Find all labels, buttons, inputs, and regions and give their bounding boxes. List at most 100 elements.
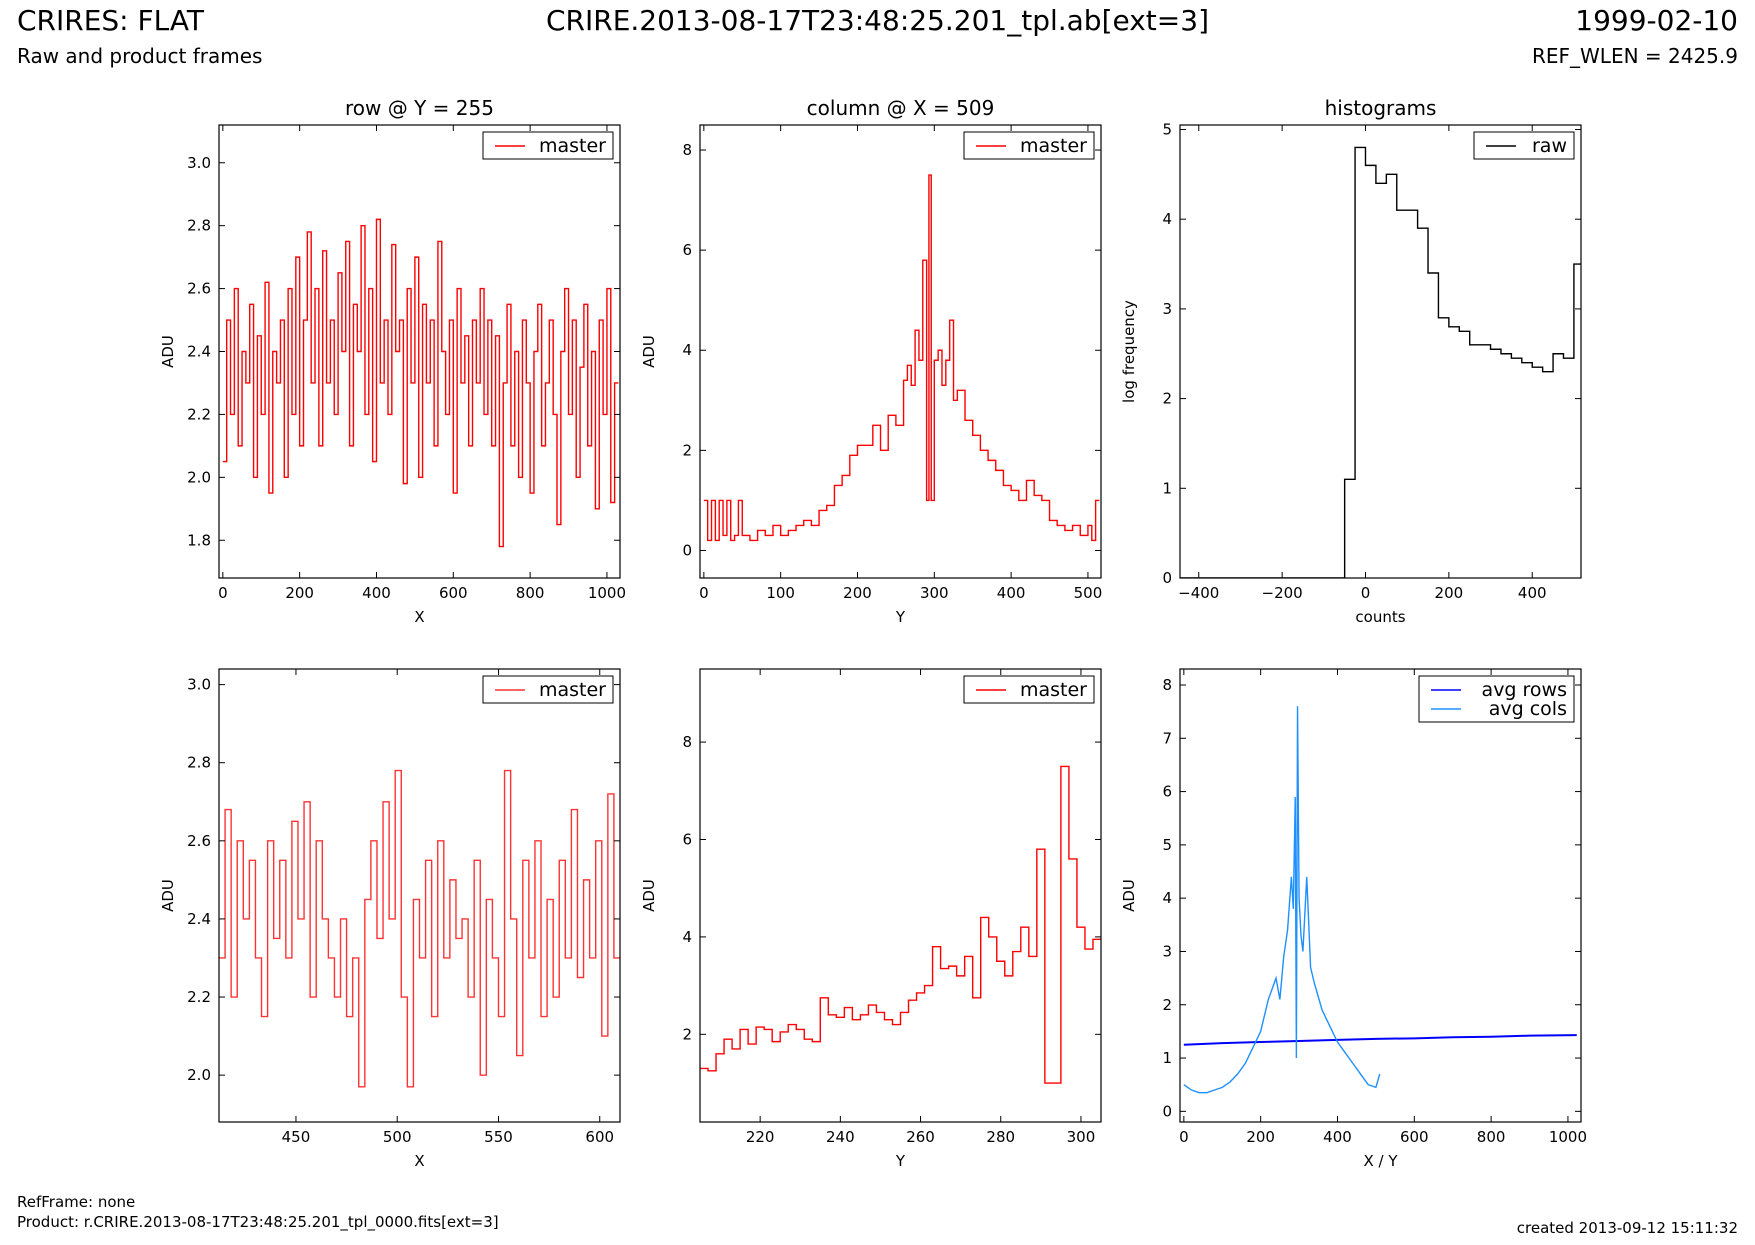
y-tick-label: 8: [682, 733, 692, 751]
created-label: created 2013-09-12 15:11:32: [1516, 1219, 1738, 1237]
y-axis-label: ADU: [640, 335, 658, 368]
y-tick-label: 6: [682, 241, 692, 259]
x-axis-label: Y: [895, 1152, 906, 1170]
series-line-avg-rows: [1183, 1034, 1577, 1046]
y-tick-label: 2.8: [187, 754, 211, 772]
x-tick-label: 550: [484, 1128, 513, 1146]
x-tick-label: 200: [285, 584, 314, 602]
x-tick-label: −200: [1262, 584, 1303, 602]
x-tick-label: 0: [1361, 584, 1371, 602]
x-tick-label: 450: [282, 1128, 311, 1146]
y-tick-label: 3: [1162, 300, 1172, 318]
x-tick-label: 280: [986, 1128, 1015, 1146]
plot-frame: [1179, 124, 1582, 579]
plot-frame: [218, 668, 621, 1123]
x-tick-label: 500: [383, 1128, 412, 1146]
x-tick-label: −400: [1178, 584, 1219, 602]
legend: master: [963, 675, 1095, 704]
y-tick-label: 4: [1162, 210, 1172, 228]
x-tick-label: 200: [843, 584, 872, 602]
legend: master: [963, 131, 1095, 160]
y-tick-label: 4: [1162, 889, 1172, 907]
legend-box: [482, 131, 614, 160]
x-axis-label: counts: [1355, 608, 1405, 626]
y-tick-label: 8: [1162, 676, 1172, 694]
x-tick-label: 800: [1477, 1128, 1506, 1146]
y-axis-label: ADU: [640, 879, 658, 912]
y-tick-label: 2: [682, 441, 692, 459]
legend: master: [482, 131, 614, 160]
y-tick-label: 3.0: [187, 154, 211, 172]
y-tick-label: 2.0: [187, 1066, 211, 1084]
x-tick-label: 400: [1323, 1128, 1352, 1146]
date-label: 1999-02-10: [1575, 4, 1738, 37]
x-tick-label: 0: [218, 584, 228, 602]
series-line-raw: [1180, 146, 1581, 578]
y-tick-label: 0: [682, 541, 692, 559]
x-tick-label: 600: [585, 1128, 614, 1146]
chart-row-zoom: 450 500 550 600 2.0 2.2 2.4 2.6 2.8 3.0 X ADU master: [159, 668, 621, 1170]
plot-frame: [699, 668, 1102, 1123]
x-tick-label: 400: [1518, 584, 1547, 602]
x-tick-label: 240: [826, 1128, 855, 1146]
series-line-master: [700, 765, 1101, 1084]
y-tick-label: 2.4: [187, 910, 211, 928]
x-tick-label: 600: [439, 584, 468, 602]
file-title: CRIRE.2013-08-17T23:48:25.201_tpl.ab[ext…: [545, 4, 1209, 37]
x-tick-label: 200: [1435, 584, 1464, 602]
y-tick-label: 2.6: [187, 832, 211, 850]
legend-label: avg rows: [1482, 679, 1567, 701]
chart-title: column @ X = 509: [807, 96, 995, 120]
y-tick-label: 1.8: [187, 531, 211, 549]
y-tick-label: 2.8: [187, 217, 211, 235]
chart-histogram: −400 −200 0 200 400 0 1 2 3 4 5 histograms counts log…: [1120, 96, 1582, 626]
chart-column: 0 100 200 300 400 500 0 2 4 6 8 column @ X = 509 Y AD…: [640, 96, 1102, 626]
y-tick-label: 2: [682, 1025, 692, 1043]
y-tick-label: 5: [1162, 120, 1172, 138]
plot-frame: [1179, 668, 1582, 1123]
y-axis-label: ADU: [1120, 879, 1138, 912]
product-label: Product: r.CRIRE.2013-08-17T23:48:25.201…: [17, 1213, 499, 1231]
y-tick-label: 1: [1162, 1049, 1172, 1067]
series-line-master: [222, 218, 619, 548]
chart-title: histograms: [1325, 96, 1437, 120]
legend: raw: [1473, 131, 1575, 160]
legend-label: master: [539, 135, 606, 157]
series-line-master: [703, 174, 1100, 542]
y-tick-label: 7: [1162, 729, 1172, 747]
x-axis-label: X / Y: [1363, 1152, 1398, 1170]
legend-label: raw: [1532, 135, 1567, 157]
y-tick-label: 2.2: [187, 988, 211, 1006]
ref-frame-label: RefFrame: none: [17, 1193, 136, 1211]
chart-title: row @ Y = 255: [345, 96, 494, 120]
y-tick-label: 2: [1162, 996, 1172, 1014]
y-tick-label: 2: [1162, 390, 1172, 408]
x-tick-label: 260: [906, 1128, 935, 1146]
x-axis-label: X: [414, 1152, 424, 1170]
series-line-master: [219, 769, 620, 1088]
legend-label: master: [539, 679, 606, 701]
legend-label: master: [1020, 135, 1087, 157]
y-tick-label: 8: [682, 141, 692, 159]
y-axis-label: ADU: [159, 335, 177, 368]
legend-box: [1418, 675, 1575, 723]
x-tick-label: 300: [920, 584, 949, 602]
series-line-avg-cols: [1183, 706, 1381, 1094]
x-tick-label: 100: [766, 584, 795, 602]
x-tick-label: 400: [362, 584, 391, 602]
y-tick-label: 4: [682, 928, 692, 946]
chart-averages: 0 200 400 600 800 1000 0 1 2 3 4 5 6 7 8 X / Y ADU avg ro…: [1120, 668, 1587, 1170]
x-tick-label: 200: [1246, 1128, 1275, 1146]
y-tick-label: 5: [1162, 836, 1172, 854]
y-tick-label: 2.4: [187, 343, 211, 361]
chart-row: 0 200 400 600 800 1000 1.8 2.0 2.2 2.4 2.6 2.8 3.0 ro…: [159, 96, 626, 626]
y-tick-label: 2.2: [187, 405, 211, 423]
x-tick-label: 500: [1074, 584, 1103, 602]
y-tick-label: 0: [1162, 1102, 1172, 1120]
x-tick-label: 400: [997, 584, 1026, 602]
y-tick-label: 2.6: [187, 280, 211, 298]
x-tick-label: 0: [1179, 1128, 1189, 1146]
y-tick-label: 4: [682, 341, 692, 359]
y-tick-label: 2.0: [187, 468, 211, 486]
